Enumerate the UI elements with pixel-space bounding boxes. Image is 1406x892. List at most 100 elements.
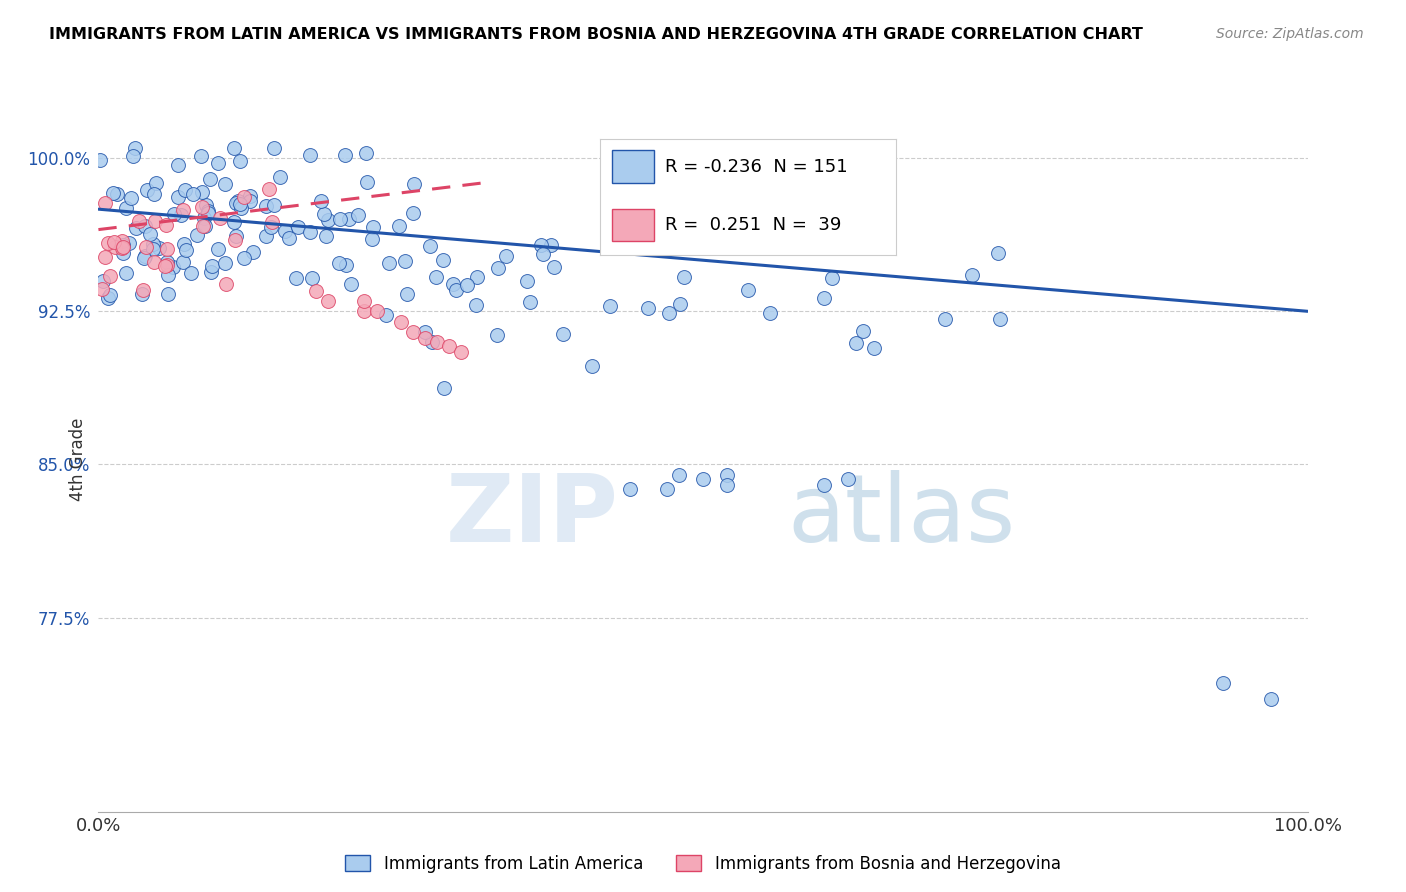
Point (111, 234, 134, 248)
Point (821, 271, 844, 285)
Point (315, 229, 337, 244)
Point (190, 149, 212, 163)
Point (112, 237, 135, 252)
Point (1212, 676, 1234, 690)
Point (131, 283, 153, 297)
Point (668, 467, 690, 482)
Point (148, 241, 170, 255)
Point (174, 243, 197, 257)
Point (361, 219, 384, 234)
Point (389, 314, 412, 328)
Point (328, 256, 350, 270)
Point (354, 145, 377, 160)
Point (120, 190, 142, 204)
Point (402, 325, 425, 339)
Point (229, 154, 252, 169)
Point (174, 184, 197, 198)
Point (378, 256, 401, 270)
Point (450, 345, 472, 359)
Point (278, 230, 301, 244)
Point (157, 287, 180, 301)
Point (329, 212, 352, 227)
Point (716, 467, 738, 482)
Point (619, 482, 641, 496)
Point (298, 148, 321, 162)
Point (284, 271, 307, 285)
Point (94, 196, 117, 211)
Point (426, 334, 449, 349)
Point (195, 198, 218, 212)
Point (143, 254, 166, 268)
Point (103, 235, 125, 249)
Point (337, 211, 360, 226)
Point (222, 214, 245, 228)
Point (519, 294, 541, 309)
Point (813, 478, 835, 492)
Point (233, 251, 256, 265)
Point (132, 251, 155, 265)
Point (238, 194, 260, 208)
Point (91, 274, 114, 288)
Point (263, 141, 285, 155)
Point (112, 245, 135, 260)
Point (301, 271, 323, 285)
Point (135, 183, 157, 197)
Point (531, 247, 554, 261)
Point (396, 287, 419, 301)
Point (115, 201, 138, 215)
Point (420, 334, 443, 349)
Point (214, 178, 236, 192)
Point (183, 186, 205, 201)
Point (485, 328, 508, 343)
Point (543, 260, 565, 274)
Point (655, 482, 678, 496)
Point (551, 327, 574, 342)
Point (122, 148, 145, 162)
Point (437, 339, 460, 353)
Point (128, 214, 150, 228)
Point (298, 225, 321, 239)
Point (172, 203, 194, 218)
Point (105, 186, 128, 201)
Point (142, 242, 165, 256)
Point (813, 292, 835, 306)
Point (852, 324, 875, 338)
Point (145, 214, 167, 228)
Point (987, 246, 1010, 260)
Point (366, 304, 388, 318)
Point (226, 194, 249, 208)
Point (118, 235, 141, 250)
Point (254, 199, 277, 213)
Point (156, 255, 179, 269)
Text: ZIP: ZIP (446, 470, 619, 562)
Point (180, 266, 202, 280)
Point (91, 282, 114, 296)
Point (191, 219, 214, 233)
Point (388, 219, 411, 234)
Point (413, 325, 436, 339)
Point (333, 148, 356, 162)
Point (737, 283, 759, 297)
Point (224, 233, 246, 247)
Point (215, 277, 238, 291)
Point (172, 254, 194, 268)
Point (134, 249, 156, 263)
Point (197, 206, 219, 220)
Point (394, 253, 416, 268)
Point (375, 309, 398, 323)
Point (98, 268, 121, 283)
Point (340, 277, 363, 292)
Point (155, 218, 177, 232)
Point (98, 288, 121, 302)
Point (934, 312, 956, 326)
Point (103, 240, 125, 254)
Text: atlas: atlas (787, 470, 1017, 562)
Text: IMMIGRANTS FROM LATIN AMERICA VS IMMIGRANTS FROM BOSNIA AND HERZEGOVINA 4TH GRAD: IMMIGRANTS FROM LATIN AMERICA VS IMMIGRA… (49, 27, 1143, 42)
Point (170, 208, 193, 222)
Point (419, 239, 441, 253)
Point (233, 190, 256, 204)
Point (287, 219, 309, 234)
Point (242, 244, 264, 259)
Point (89, 153, 111, 168)
Point (1284, 814, 1306, 829)
